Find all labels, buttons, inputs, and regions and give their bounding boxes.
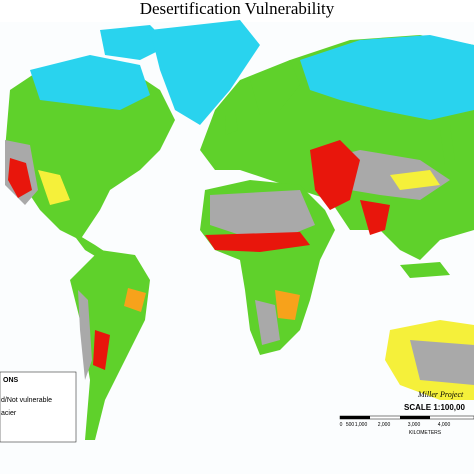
- scale-text: SCALE 1:100,00: [404, 403, 465, 412]
- scale-bar-segment: [400, 416, 430, 419]
- sahel: [205, 232, 310, 252]
- scale-info: Miller Project SCALE 1:100,00 0 500 1,000 2…: [340, 390, 474, 436]
- legend-heading: ONS: [3, 377, 19, 384]
- siberia: [300, 35, 474, 120]
- legend-box: [0, 371, 77, 443]
- plains: [38, 170, 70, 205]
- japan: [440, 125, 455, 165]
- sahara: [210, 190, 315, 235]
- scale-labels: 0 500 1,000 2,000 3,000 4,000: [340, 422, 451, 428]
- scale-label: 4,000: [438, 422, 451, 428]
- scandinavia: [250, 60, 300, 115]
- india: [360, 200, 390, 235]
- greenland: [150, 20, 260, 125]
- us-high: [8, 158, 32, 198]
- scale-label: 3,000: [408, 422, 421, 428]
- scale-label: 2,000: [378, 422, 391, 428]
- australia-dry: [410, 340, 474, 385]
- legend-item: acier: [1, 410, 17, 417]
- scale-unit: KILOMETERS: [409, 430, 442, 436]
- legend: ONS d/Not vulnerable acier: [0, 371, 77, 443]
- middle-east: [310, 140, 360, 210]
- canada-cold: [30, 55, 150, 110]
- scale-label: 0: [340, 422, 343, 428]
- scale-bar-segment: [340, 416, 370, 419]
- projection-name: Miller Project: [417, 390, 464, 399]
- indonesia: [400, 262, 450, 278]
- scale-label: 500: [346, 422, 355, 428]
- britain: [225, 110, 238, 135]
- scale-label: 1,000: [355, 422, 368, 428]
- argentina: [93, 330, 110, 370]
- map-title: Desertification Vulnerability: [140, 0, 335, 18]
- land: [5, 20, 474, 440]
- legend-item: d/Not vulnerable: [1, 397, 52, 404]
- andes-dry: [78, 290, 92, 380]
- southern-africa: [275, 290, 300, 320]
- namib: [255, 300, 280, 345]
- china-north: [390, 170, 440, 190]
- brazil-ne: [124, 288, 146, 312]
